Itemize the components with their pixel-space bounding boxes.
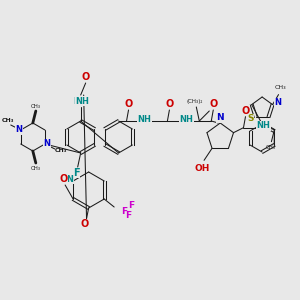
Text: (CH₃)₂: (CH₃)₂: [186, 98, 202, 104]
Text: NH: NH: [256, 121, 270, 130]
Text: CH₃: CH₃: [275, 85, 286, 90]
Text: F: F: [121, 206, 127, 215]
Text: O: O: [80, 219, 89, 229]
Text: NH: NH: [76, 97, 90, 106]
Text: O: O: [59, 174, 67, 184]
Text: N: N: [44, 140, 50, 148]
Text: S: S: [248, 114, 254, 123]
Text: CH₃: CH₃: [2, 118, 14, 124]
Text: OH: OH: [194, 164, 210, 173]
Text: CH₃: CH₃: [31, 103, 41, 109]
Text: NH: NH: [179, 115, 193, 124]
Text: O: O: [124, 99, 133, 109]
Text: F: F: [125, 211, 131, 220]
Text: O: O: [242, 106, 250, 116]
Text: HN: HN: [60, 175, 74, 184]
Text: NH: NH: [74, 97, 88, 106]
Text: CH₃: CH₃: [55, 148, 67, 154]
Text: O: O: [209, 99, 218, 109]
Text: F: F: [128, 200, 134, 209]
Text: N: N: [274, 98, 281, 107]
Text: CH₃: CH₃: [31, 166, 41, 170]
Text: CH₃: CH₃: [265, 145, 275, 150]
Text: O: O: [165, 99, 173, 109]
Text: F: F: [74, 168, 80, 178]
Text: NH: NH: [137, 115, 152, 124]
Text: N: N: [15, 125, 22, 134]
Text: N: N: [216, 113, 224, 122]
Text: O: O: [82, 72, 90, 82]
